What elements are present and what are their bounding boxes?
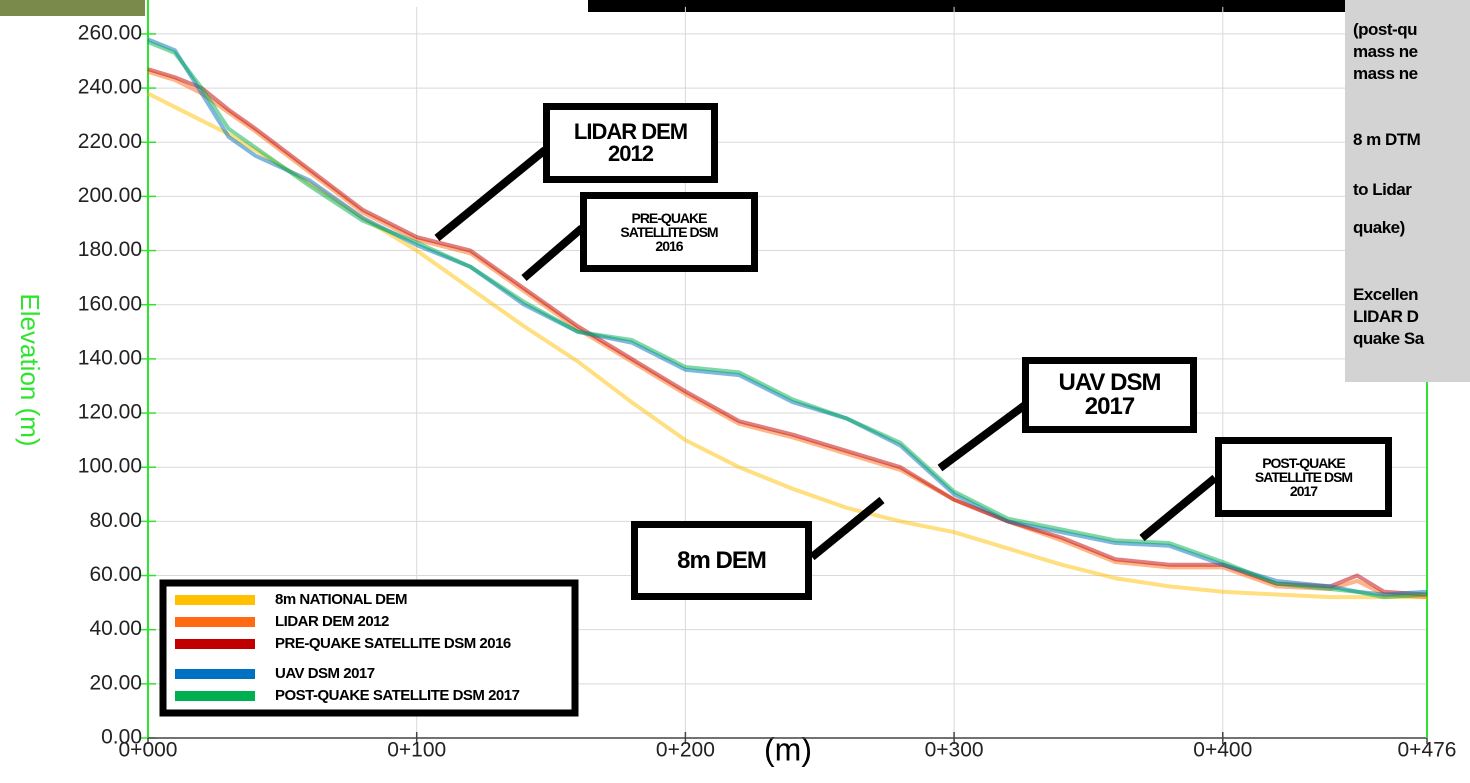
annotation-pointer: [940, 405, 1025, 468]
y-tick-label: 220.00: [78, 130, 142, 153]
legend-label: POST-QUAKE SATELLITE DSM 2017: [275, 687, 520, 704]
side-note-line: to Lidar: [1353, 180, 1411, 200]
legend-label: LIDAR DEM 2012: [275, 613, 389, 630]
y-tick-label: 100.00: [78, 455, 142, 478]
legend-label: PRE-QUAKE SATELLITE DSM 2016: [275, 635, 511, 652]
side-note-line: LIDAR D: [1353, 307, 1418, 327]
y-tick-label: 140.00: [78, 346, 142, 369]
side-note-line: (post-qu: [1353, 20, 1417, 40]
chart: Elevation (m) (m) 0.0020.0040.0060.0080.…: [0, 0, 1470, 783]
annotation-pointer: [1142, 478, 1215, 538]
y-tick-label: 20.00: [89, 671, 142, 694]
annotation: 8m DEM: [631, 521, 812, 600]
legend-swatch: [175, 617, 255, 627]
x-tick-label: 0+476: [1398, 739, 1457, 762]
legend-swatch: [175, 691, 255, 701]
side-note-line: mass ne: [1353, 42, 1418, 62]
x-tick-label: 0+100: [387, 739, 446, 762]
y-tick-label: 120.00: [78, 401, 142, 424]
annotation: PRE-QUAKE SATELLITE DSM 2016: [580, 192, 758, 272]
y-tick-label: 260.00: [78, 21, 142, 44]
y-tick-label: 180.00: [78, 238, 142, 261]
side-note-line: quake Sa: [1353, 329, 1424, 349]
x-tick-label: 0+000: [119, 739, 178, 762]
page: Elevation (m) (m) 0.0020.0040.0060.0080.…: [0, 0, 1470, 783]
annotation: UAV DSM 2017: [1022, 357, 1197, 433]
side-note-line: 8 m DTM: [1353, 130, 1420, 150]
annotation-pointer: [524, 228, 582, 278]
legend-swatch: [175, 639, 255, 649]
y-tick-label: 80.00: [89, 509, 142, 532]
legend-label: 8m NATIONAL DEM: [275, 591, 407, 608]
y-tick-label: 160.00: [78, 292, 142, 315]
y-axis-label: Elevation (m): [15, 293, 45, 446]
annotation: POST-QUAKE SATELLITE DSM 2017: [1215, 437, 1392, 517]
y-tick-label: 60.00: [89, 563, 142, 586]
x-tick-label: 0+200: [656, 739, 715, 762]
y-tick-label: 40.00: [89, 617, 142, 640]
y-tick-label: 240.00: [78, 76, 142, 99]
legend-label: UAV DSM 2017: [275, 665, 375, 682]
annotation-pointer: [437, 150, 545, 238]
x-axis-label: (m): [764, 731, 812, 767]
legend-swatch: [175, 595, 255, 605]
side-note-line: quake): [1353, 218, 1405, 238]
side-note-line: Excellen: [1353, 285, 1418, 305]
photo-strip: [0, 0, 145, 16]
y-tick-label: 200.00: [78, 184, 142, 207]
legend-swatch: [175, 669, 255, 679]
top-bar: [588, 0, 1345, 12]
annotation: LIDAR DEM 2012: [543, 103, 718, 183]
data-line: [148, 72, 1427, 597]
x-tick-label: 0+400: [1193, 739, 1252, 762]
side-note-line: mass ne: [1353, 64, 1418, 84]
x-tick-label: 0+300: [925, 739, 984, 762]
